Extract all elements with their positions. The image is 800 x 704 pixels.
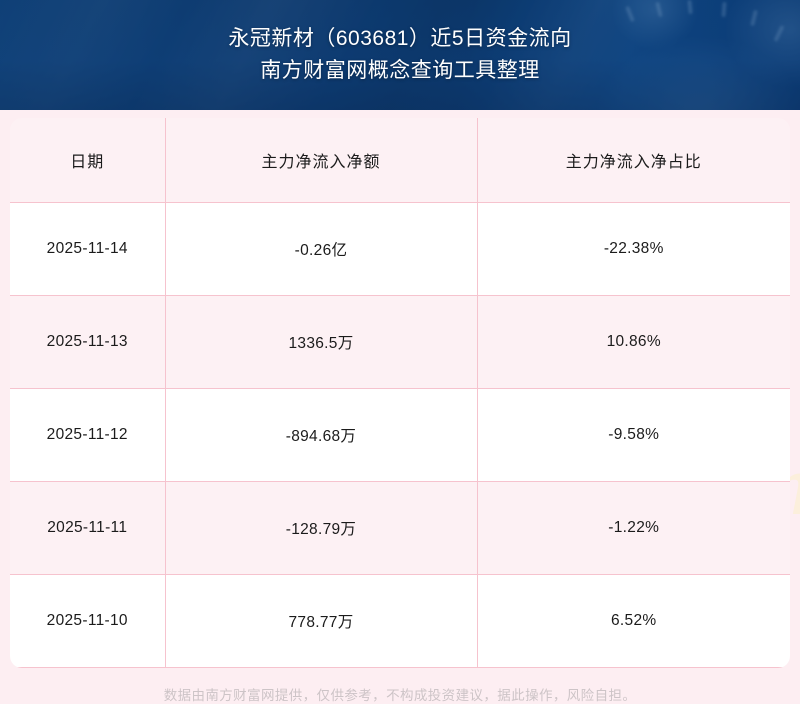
cell-ratio: -22.38% bbox=[477, 202, 790, 296]
cell-date: 2025-11-14 bbox=[10, 202, 166, 296]
cell-date: 2025-11-12 bbox=[10, 388, 166, 482]
column-header-date: 日期 bbox=[10, 118, 166, 203]
table-row: 2025-11-10 778.77万 6.52% bbox=[10, 574, 790, 668]
table-body: 2025-11-14 -0.26亿 -22.38% 2025-11-13 133… bbox=[10, 202, 790, 668]
fund-flow-table: 日期 主力净流入净额 主力净流入净占比 2025-11-14 -0.26亿 -2… bbox=[10, 118, 790, 668]
cell-net: 778.77万 bbox=[165, 574, 478, 668]
cell-net: 1336.5万 bbox=[165, 295, 478, 389]
banner-title-secondary: 南方财富网概念查询工具整理 bbox=[260, 59, 540, 82]
table-header-row: 日期 主力净流入净额 主力净流入净占比 bbox=[10, 118, 790, 203]
cell-ratio: -1.22% bbox=[477, 481, 790, 575]
banner-color-overlay bbox=[0, 0, 800, 110]
table-row: 2025-11-14 -0.26亿 -22.38% bbox=[10, 202, 790, 296]
table-header: 日期 主力净流入净额 主力净流入净占比 bbox=[10, 118, 790, 203]
footer-disclaimer: 数据由南方财富网提供，仅供参考，不构成投资建议，据此操作，风险自担。 bbox=[163, 688, 637, 703]
banner-title-primary: 永冠新材（603681）近5日资金流向 bbox=[228, 26, 572, 50]
cell-date: 2025-11-11 bbox=[10, 481, 166, 575]
cell-net: -128.79万 bbox=[165, 481, 478, 575]
cell-ratio: 6.52% bbox=[477, 574, 790, 668]
column-header-net-ratio: 主力净流入净占比 bbox=[477, 118, 790, 203]
cell-ratio: -9.58% bbox=[477, 388, 790, 482]
cell-date: 2025-11-10 bbox=[10, 574, 166, 668]
cell-net: -0.26亿 bbox=[165, 202, 478, 296]
cell-date: 2025-11-13 bbox=[10, 295, 166, 389]
cell-ratio: 10.86% bbox=[477, 295, 790, 389]
table-row: 2025-11-13 1336.5万 10.86% bbox=[10, 295, 790, 389]
table-row: 2025-11-11 -128.79万 -1.22% bbox=[10, 481, 790, 575]
column-header-net-inflow: 主力净流入净额 bbox=[165, 118, 478, 203]
page-banner: 永冠新材（603681）近5日资金流向 南方财富网概念查询工具整理 bbox=[0, 0, 800, 110]
fund-flow-table-container: 日期 主力净流入净额 主力净流入净占比 2025-11-14 -0.26亿 -2… bbox=[10, 110, 790, 668]
table-row: 2025-11-12 -894.68万 -9.58% bbox=[10, 388, 790, 482]
cell-net: -894.68万 bbox=[165, 388, 478, 482]
banner-title-block: 永冠新材（603681）近5日资金流向 南方财富网概念查询工具整理 bbox=[0, 0, 800, 110]
